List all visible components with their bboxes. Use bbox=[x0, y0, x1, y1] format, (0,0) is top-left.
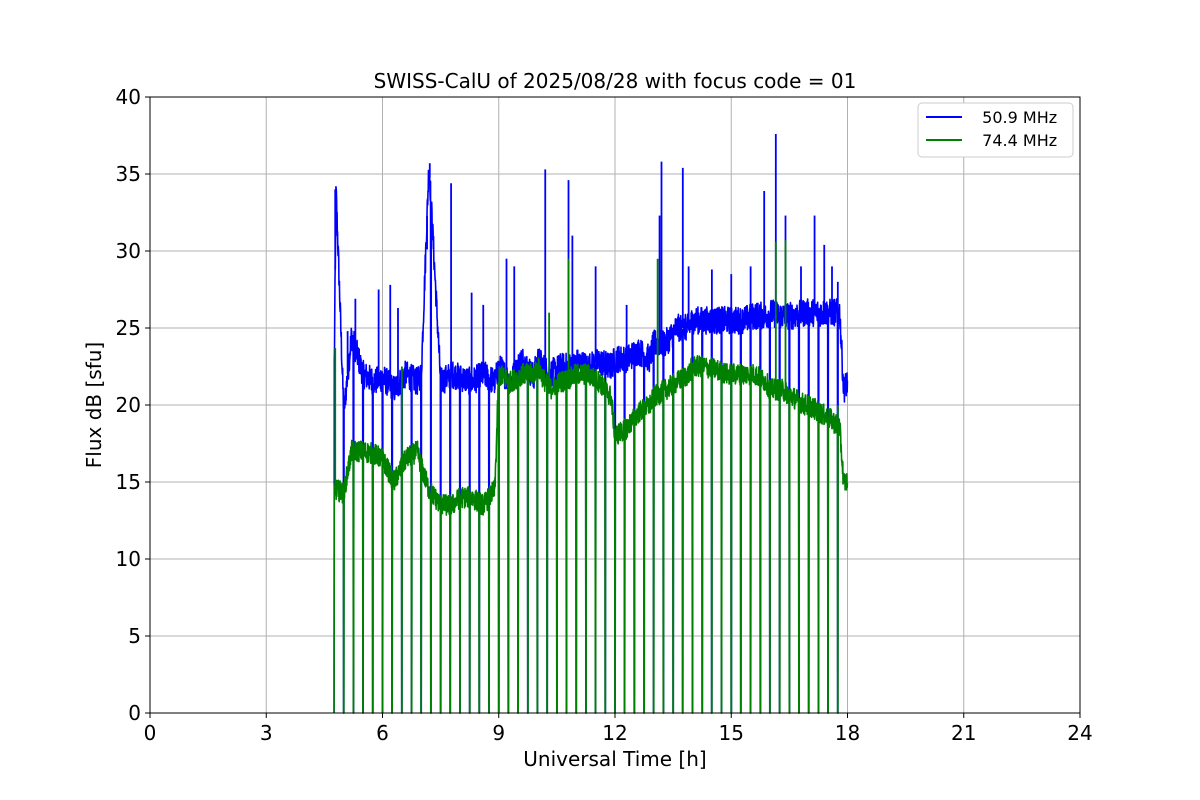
series-line-2 bbox=[333, 354, 849, 714]
y-tick-label: 5 bbox=[128, 624, 141, 648]
legend-label-series-2: 74.4 MHz bbox=[972, 131, 1057, 150]
y-tick-label: 15 bbox=[116, 470, 141, 494]
y-axis-label: Flux dB [sfu] bbox=[82, 342, 106, 468]
x-axis-label: Universal Time [h] bbox=[523, 747, 706, 771]
x-tick-label: 18 bbox=[835, 721, 860, 745]
series-line-1 bbox=[333, 169, 849, 714]
x-tick-label: 12 bbox=[602, 721, 627, 745]
x-tick-label: 6 bbox=[376, 721, 389, 745]
y-tick-label: 40 bbox=[116, 85, 141, 109]
y-tick-label: 35 bbox=[116, 162, 141, 186]
legend: 50.9 MHz 74.4 MHz bbox=[917, 102, 1074, 158]
x-tick-label: 24 bbox=[1067, 721, 1092, 745]
x-tick-label: 21 bbox=[951, 721, 976, 745]
y-tick-label: 10 bbox=[116, 547, 141, 571]
plot-area bbox=[333, 133, 849, 714]
y-tick-label: 0 bbox=[128, 701, 141, 725]
legend-label-series-1: 50.9 MHz bbox=[972, 108, 1057, 127]
y-tick-label: 30 bbox=[116, 239, 141, 263]
x-axis-ticks: 0 3 6 9 12 15 18 21 24 bbox=[144, 713, 1093, 745]
y-tick-label: 20 bbox=[116, 393, 141, 417]
x-tick-label: 15 bbox=[719, 721, 744, 745]
x-tick-label: 0 bbox=[144, 721, 157, 745]
y-tick-label: 25 bbox=[116, 316, 141, 340]
x-tick-label: 3 bbox=[260, 721, 273, 745]
y-axis-ticks: 0 5 10 15 20 25 30 35 40 bbox=[116, 85, 150, 725]
chart-title: SWISS-CalU of 2025/08/28 with focus code… bbox=[374, 69, 857, 93]
x-tick-label: 9 bbox=[492, 721, 505, 745]
